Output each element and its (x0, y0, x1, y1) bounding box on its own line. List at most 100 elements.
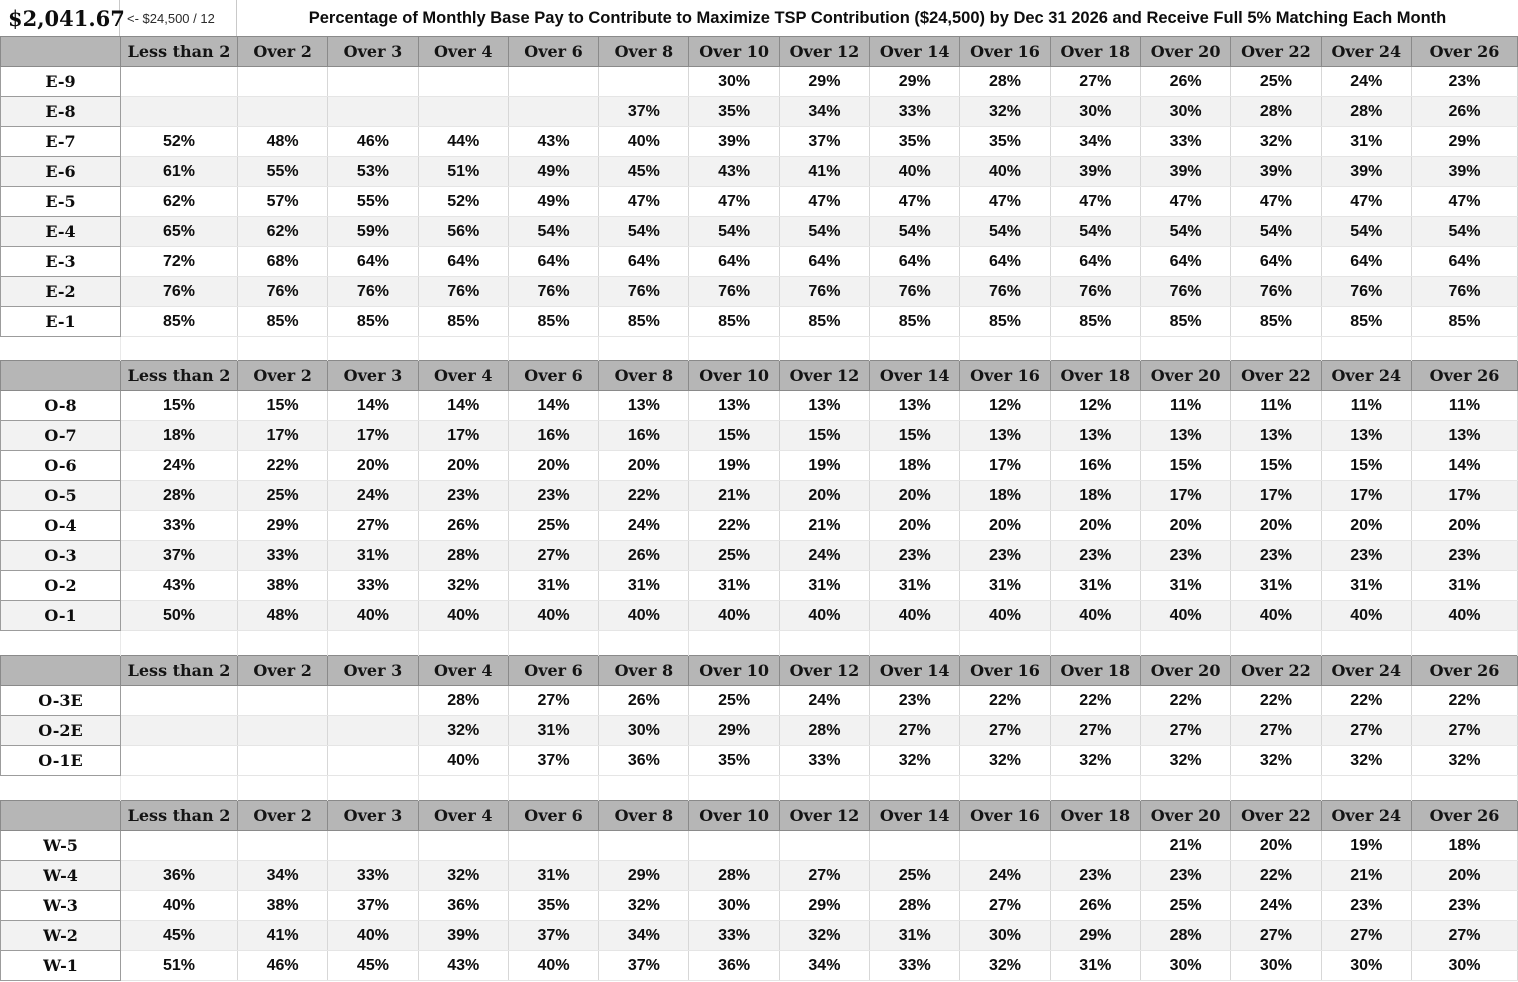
value-cell[interactable]: 20% (1230, 510, 1322, 541)
col-header-cell[interactable]: Over 20 (1139, 36, 1232, 67)
value-cell[interactable]: 56% (417, 216, 509, 247)
value-cell[interactable]: 13% (1411, 420, 1518, 451)
value-cell[interactable]: 64% (869, 246, 961, 277)
gap-cell[interactable] (327, 336, 419, 361)
value-cell[interactable]: 54% (869, 216, 961, 247)
value-cell[interactable]: 54% (1230, 216, 1322, 247)
monthly-amount-cell[interactable]: $2,041.67 (0, 0, 125, 36)
value-cell[interactable] (327, 96, 419, 127)
value-cell[interactable]: 48% (236, 600, 329, 631)
value-cell[interactable]: 14% (1411, 450, 1518, 481)
value-cell[interactable]: 27% (1411, 715, 1518, 746)
value-cell[interactable]: 39% (417, 920, 509, 951)
value-cell[interactable]: 68% (236, 246, 329, 277)
col-header-cell[interactable]: Over 6 (507, 36, 600, 67)
header-corner-cell[interactable] (0, 36, 121, 67)
value-cell[interactable]: 36% (417, 890, 509, 921)
col-header-cell[interactable]: Less than 2 (120, 36, 238, 67)
value-cell[interactable]: 54% (778, 216, 871, 247)
value-cell[interactable]: 20% (778, 480, 871, 511)
row-label-cell[interactable]: E-1 (0, 306, 121, 337)
value-cell[interactable]: 31% (869, 920, 961, 951)
value-cell[interactable]: 27% (959, 890, 1051, 921)
value-cell[interactable]: 29% (688, 715, 780, 746)
value-cell[interactable]: 33% (1139, 126, 1232, 157)
value-cell[interactable]: 29% (869, 66, 961, 97)
row-label-cell[interactable]: O-2E (0, 715, 121, 746)
col-header-cell[interactable]: Over 24 (1320, 36, 1413, 67)
gap-cell[interactable] (1411, 336, 1518, 361)
value-cell[interactable]: 19% (778, 450, 871, 481)
value-cell[interactable]: 64% (1049, 246, 1141, 277)
value-cell[interactable]: 15% (869, 420, 961, 451)
gap-cell[interactable] (959, 775, 1051, 801)
value-cell[interactable]: 28% (120, 480, 238, 511)
col-header-cell[interactable]: Over 14 (869, 655, 961, 686)
value-cell[interactable]: 19% (1320, 830, 1413, 861)
value-cell[interactable]: 31% (507, 860, 600, 891)
col-header-cell[interactable]: Over 26 (1411, 655, 1518, 686)
value-cell[interactable]: 40% (778, 600, 871, 631)
value-cell[interactable]: 37% (120, 540, 238, 571)
value-cell[interactable] (236, 830, 329, 861)
col-header-cell[interactable]: Over 18 (1049, 360, 1141, 391)
value-cell[interactable]: 23% (869, 540, 961, 571)
value-cell[interactable]: 22% (1230, 860, 1322, 891)
gap-cell[interactable] (1411, 630, 1518, 656)
col-header-cell[interactable]: Over 24 (1320, 360, 1413, 391)
value-cell[interactable]: 40% (598, 126, 690, 157)
gap-cell[interactable] (1049, 775, 1141, 801)
value-cell[interactable]: 17% (959, 450, 1051, 481)
value-cell[interactable]: 22% (1320, 685, 1413, 716)
row-label-cell[interactable]: W-2 (0, 920, 121, 951)
value-cell[interactable]: 54% (507, 216, 600, 247)
value-cell[interactable]: 17% (236, 420, 329, 451)
value-cell[interactable]: 38% (236, 890, 329, 921)
value-cell[interactable]: 27% (1230, 920, 1322, 951)
col-header-cell[interactable]: Over 16 (959, 36, 1051, 67)
value-cell[interactable]: 76% (236, 276, 329, 307)
value-cell[interactable]: 15% (1139, 450, 1232, 481)
value-cell[interactable]: 30% (959, 920, 1051, 951)
value-cell[interactable]: 17% (1230, 480, 1322, 511)
gap-cell[interactable] (417, 630, 509, 656)
gap-cell[interactable] (1049, 336, 1141, 361)
value-cell[interactable]: 14% (327, 390, 419, 421)
col-header-cell[interactable]: Over 20 (1139, 800, 1232, 831)
value-cell[interactable]: 22% (1411, 685, 1518, 716)
value-cell[interactable]: 27% (1230, 715, 1322, 746)
row-label-cell[interactable]: O-1E (0, 745, 121, 776)
value-cell[interactable]: 27% (1320, 920, 1413, 951)
gap-cell[interactable] (959, 630, 1051, 656)
row-label-cell[interactable]: O-3E (0, 685, 121, 716)
value-cell[interactable]: 54% (688, 216, 780, 247)
value-cell[interactable]: 28% (869, 890, 961, 921)
value-cell[interactable]: 22% (236, 450, 329, 481)
value-cell[interactable]: 27% (1320, 715, 1413, 746)
value-cell[interactable]: 46% (327, 126, 419, 157)
value-cell[interactable]: 13% (1139, 420, 1232, 451)
value-cell[interactable]: 22% (1139, 685, 1232, 716)
row-label-cell[interactable]: O-1 (0, 600, 121, 631)
value-cell[interactable]: 55% (327, 186, 419, 217)
value-cell[interactable]: 25% (236, 480, 329, 511)
value-cell[interactable]: 76% (1411, 276, 1518, 307)
value-cell[interactable]: 26% (1411, 96, 1518, 127)
value-cell[interactable]: 34% (778, 950, 871, 981)
col-header-cell[interactable]: Over 8 (598, 800, 690, 831)
value-cell[interactable] (1049, 830, 1141, 861)
value-cell[interactable] (236, 66, 329, 97)
value-cell[interactable]: 54% (1411, 216, 1518, 247)
value-cell[interactable]: 40% (1411, 600, 1518, 631)
value-cell[interactable]: 11% (1411, 390, 1518, 421)
value-cell[interactable]: 11% (1320, 390, 1413, 421)
value-cell[interactable]: 13% (959, 420, 1051, 451)
gap-cell[interactable] (417, 336, 509, 361)
value-cell[interactable]: 23% (507, 480, 600, 511)
value-cell[interactable]: 64% (417, 246, 509, 277)
value-cell[interactable]: 29% (236, 510, 329, 541)
value-cell[interactable] (120, 715, 238, 746)
value-cell[interactable]: 40% (120, 890, 238, 921)
value-cell[interactable]: 25% (688, 685, 780, 716)
value-cell[interactable]: 28% (1230, 96, 1322, 127)
